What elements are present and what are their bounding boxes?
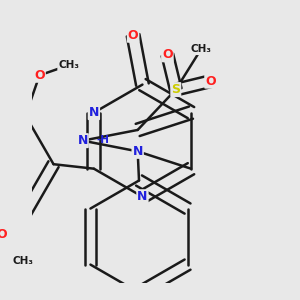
Text: CH₃: CH₃ [13,256,34,266]
Text: N: N [77,134,88,147]
Text: O: O [34,69,45,82]
Text: -H: -H [97,135,110,145]
Text: CH₃: CH₃ [190,44,212,54]
Text: O: O [128,29,138,42]
Text: O: O [205,75,216,88]
Text: CH₃: CH₃ [58,60,79,70]
Text: S: S [171,83,180,96]
Text: N: N [89,106,99,119]
Text: N: N [137,190,148,203]
Text: O: O [162,48,173,61]
Text: N: N [133,145,143,158]
Text: O: O [0,228,7,241]
